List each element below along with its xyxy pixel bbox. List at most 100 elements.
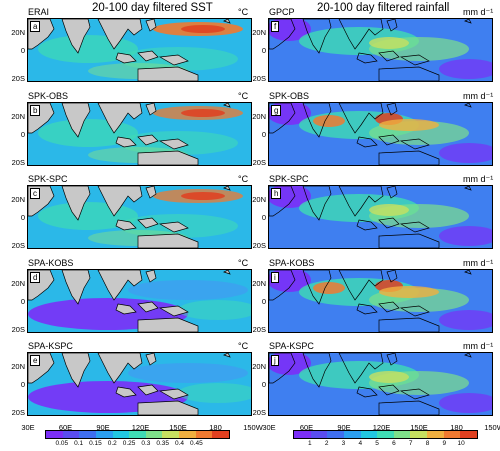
latitude-label: 0 bbox=[261, 213, 266, 222]
coastline-6 bbox=[399, 305, 430, 317]
coastline-4 bbox=[356, 303, 378, 315]
latitude-label: 20S bbox=[252, 158, 266, 167]
coastline-1 bbox=[61, 186, 91, 221]
latitude-label: 0 bbox=[20, 380, 25, 389]
latitude-label: 0 bbox=[261, 46, 266, 55]
coastline-5 bbox=[137, 217, 159, 229]
panel-name: SPA-KSPC bbox=[269, 341, 314, 351]
coastline-5 bbox=[378, 50, 400, 62]
coastline-0 bbox=[269, 103, 296, 134]
colorbar-swatch bbox=[129, 431, 146, 438]
coastline-6 bbox=[399, 221, 430, 233]
field-anomaly-blob bbox=[369, 371, 409, 383]
coastline-1 bbox=[302, 186, 332, 221]
coastline-7 bbox=[137, 66, 199, 81]
field-anomaly-blob bbox=[313, 115, 345, 127]
rainfall-panel-i: i bbox=[268, 269, 493, 333]
rainfall-panel-h: h bbox=[268, 185, 493, 249]
coastline-7 bbox=[378, 317, 440, 332]
latitude-label: 20N bbox=[11, 279, 25, 288]
coastline-8 bbox=[464, 186, 472, 191]
coastline-7 bbox=[378, 150, 440, 165]
coastline-3 bbox=[386, 270, 398, 283]
unit-label: mm d⁻¹ bbox=[463, 91, 494, 101]
colorbar-swatch bbox=[443, 431, 461, 438]
panel-name: SPK-SPC bbox=[269, 174, 309, 184]
rainfall-panel-f: f bbox=[268, 18, 493, 82]
coastline-2 bbox=[97, 270, 143, 301]
coastline-1 bbox=[61, 103, 91, 138]
coastline-7 bbox=[137, 317, 199, 332]
latitude-label: 0 bbox=[261, 380, 266, 389]
unit-label: °C bbox=[238, 341, 249, 351]
longitude-label: 90E bbox=[96, 423, 110, 432]
latitude-label: 20S bbox=[252, 241, 266, 250]
colorbar-swatch bbox=[179, 431, 196, 438]
longitude-label: 60E bbox=[58, 423, 73, 432]
colorbar-label: 8 bbox=[425, 440, 430, 447]
panel-name: GPCP bbox=[269, 7, 295, 17]
coastline-5 bbox=[137, 50, 159, 62]
latitude-label: 0 bbox=[20, 213, 25, 222]
latitude-label: 20N bbox=[11, 362, 25, 371]
latitude-label: 20S bbox=[11, 241, 25, 250]
latitude-label: 0 bbox=[20, 297, 25, 306]
coastline-1 bbox=[302, 353, 332, 388]
latitude-label: 20N bbox=[252, 362, 266, 371]
coastline-2 bbox=[97, 103, 143, 134]
sst-map bbox=[28, 186, 251, 248]
coastline-0 bbox=[269, 19, 296, 50]
field-anomaly-blob bbox=[439, 310, 492, 330]
colorbar-swatch bbox=[310, 431, 328, 438]
colorbar-swatch bbox=[460, 431, 478, 438]
rainfall-colorbar bbox=[293, 430, 478, 439]
coastline-3 bbox=[145, 186, 157, 199]
colorbar-swatch bbox=[162, 431, 180, 438]
colorbar-label: 0.2 bbox=[107, 440, 117, 447]
coastline-3 bbox=[145, 103, 157, 116]
field-anomaly-blob bbox=[439, 59, 492, 79]
colorbar-label: 0.35 bbox=[156, 440, 170, 447]
colorbar-swatch bbox=[393, 431, 411, 438]
coastline-2 bbox=[338, 186, 384, 217]
latitude-label: 20N bbox=[11, 195, 25, 204]
colorbar-label: 7 bbox=[408, 440, 413, 447]
field-anomaly-blob bbox=[181, 109, 225, 117]
field-anomaly-blob bbox=[269, 270, 311, 292]
colorbar-swatch bbox=[212, 431, 230, 438]
coastline-2 bbox=[97, 353, 143, 384]
panel-name: ERAI bbox=[28, 7, 50, 17]
sst-map bbox=[28, 103, 251, 165]
coastline-7 bbox=[137, 150, 199, 165]
coastline-8 bbox=[464, 103, 472, 108]
sst-map bbox=[28, 270, 251, 332]
colorbar-swatch bbox=[427, 431, 444, 438]
latitude-label: 0 bbox=[20, 130, 25, 139]
colorbar-label: 2 bbox=[324, 440, 329, 447]
latitude-label: 20S bbox=[11, 158, 25, 167]
latitude-label: 20S bbox=[11, 74, 25, 83]
field-anomaly-blob bbox=[181, 25, 225, 33]
field-anomaly-blob bbox=[379, 119, 439, 131]
sst-panel-d: d bbox=[27, 269, 252, 333]
colorbar-swatch bbox=[410, 431, 428, 438]
rainfall-column-title: 20-100 day filtered rainfall bbox=[317, 2, 450, 14]
field-anomaly-blob bbox=[128, 363, 248, 383]
coastline-4 bbox=[115, 136, 137, 148]
field-anomaly-blob bbox=[269, 19, 311, 41]
colorbar-swatch bbox=[343, 431, 361, 438]
coastline-8 bbox=[223, 270, 231, 275]
coastline-5 bbox=[137, 384, 159, 396]
colorbar-swatch bbox=[95, 431, 113, 438]
longitude-label: 90E bbox=[337, 423, 351, 432]
sst-column-title: 20-100 day filtered SST bbox=[92, 2, 213, 14]
field-anomaly-blob bbox=[379, 286, 439, 298]
coastline-6 bbox=[399, 138, 430, 150]
unit-label: mm d⁻¹ bbox=[463, 341, 494, 351]
panel-name: SPK-SPC bbox=[28, 174, 68, 184]
colorbar-label: 10 bbox=[457, 440, 465, 447]
latitude-label: 0 bbox=[261, 297, 266, 306]
sst-panel-a: a bbox=[27, 18, 252, 82]
latitude-label: 0 bbox=[261, 130, 266, 139]
latitude-label: 20N bbox=[252, 112, 266, 121]
